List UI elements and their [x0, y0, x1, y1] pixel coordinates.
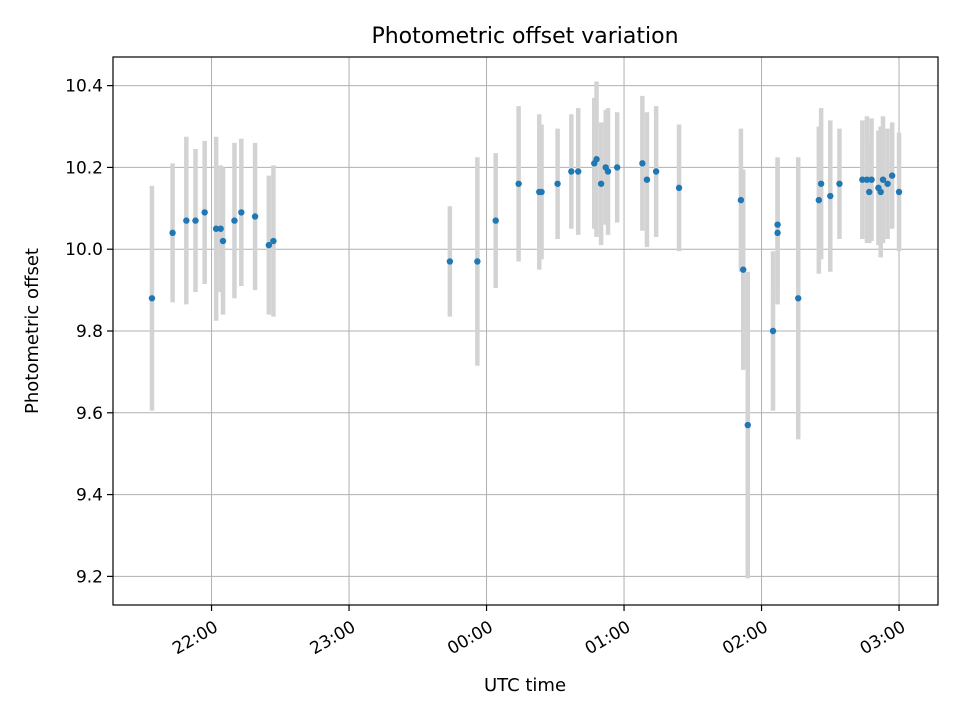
y-tick-label: 9.8 — [76, 322, 103, 342]
data-point — [815, 196, 823, 204]
data-point — [774, 221, 781, 228]
data-point — [265, 241, 273, 249]
data-point — [554, 180, 561, 187]
y-tick-label: 10.2 — [65, 158, 103, 178]
data-point — [219, 237, 227, 245]
data-point — [568, 168, 575, 175]
data-point — [866, 188, 873, 196]
data-point — [597, 180, 605, 187]
data-point — [148, 295, 156, 302]
data-point — [538, 188, 545, 196]
data-point — [515, 180, 522, 187]
data-point — [639, 160, 646, 167]
data-point — [474, 258, 481, 265]
data-point — [895, 188, 903, 196]
data-point — [774, 229, 781, 237]
data-point — [183, 217, 190, 224]
data-points — [148, 156, 903, 429]
data-point — [604, 168, 612, 175]
data-point — [859, 176, 866, 183]
data-point — [868, 176, 875, 183]
data-point — [231, 217, 238, 224]
data-point — [769, 327, 777, 335]
data-point — [593, 156, 600, 163]
y-axis-ticks: 9.2 9.4 9.6 9.8 10.0 10.2 10.4 — [65, 77, 113, 587]
data-point — [737, 196, 745, 204]
data-point — [192, 217, 199, 224]
data-point — [613, 164, 621, 171]
data-point — [744, 421, 751, 429]
data-point — [817, 180, 825, 187]
y-axis-label: Photometric offset — [22, 248, 43, 414]
data-point — [652, 168, 660, 175]
data-point — [827, 192, 834, 200]
data-point — [836, 180, 843, 187]
y-tick-label: 10.0 — [65, 240, 103, 260]
x-axis-label: UTC time — [484, 675, 566, 696]
data-point — [238, 209, 245, 216]
data-point — [217, 225, 224, 232]
data-point — [169, 229, 176, 237]
y-tick-label: 9.2 — [76, 567, 103, 587]
data-point — [888, 172, 896, 179]
data-point — [201, 209, 208, 216]
data-point — [251, 213, 259, 220]
data-point — [212, 225, 220, 232]
data-point — [795, 295, 802, 302]
data-point — [879, 176, 887, 183]
data-point — [492, 217, 499, 224]
data-point — [643, 176, 651, 183]
y-tick-label: 10.4 — [65, 77, 103, 97]
y-tick-label: 9.4 — [76, 486, 103, 506]
y-tick-label: 9.6 — [76, 404, 103, 424]
data-point — [884, 180, 891, 187]
data-point — [877, 188, 884, 196]
data-point — [446, 258, 454, 265]
chart-title: Photometric offset variation — [371, 24, 678, 49]
data-point — [863, 176, 871, 183]
data-point — [575, 168, 582, 175]
data-point — [740, 266, 747, 273]
data-point — [675, 184, 683, 192]
data-point — [270, 237, 277, 245]
